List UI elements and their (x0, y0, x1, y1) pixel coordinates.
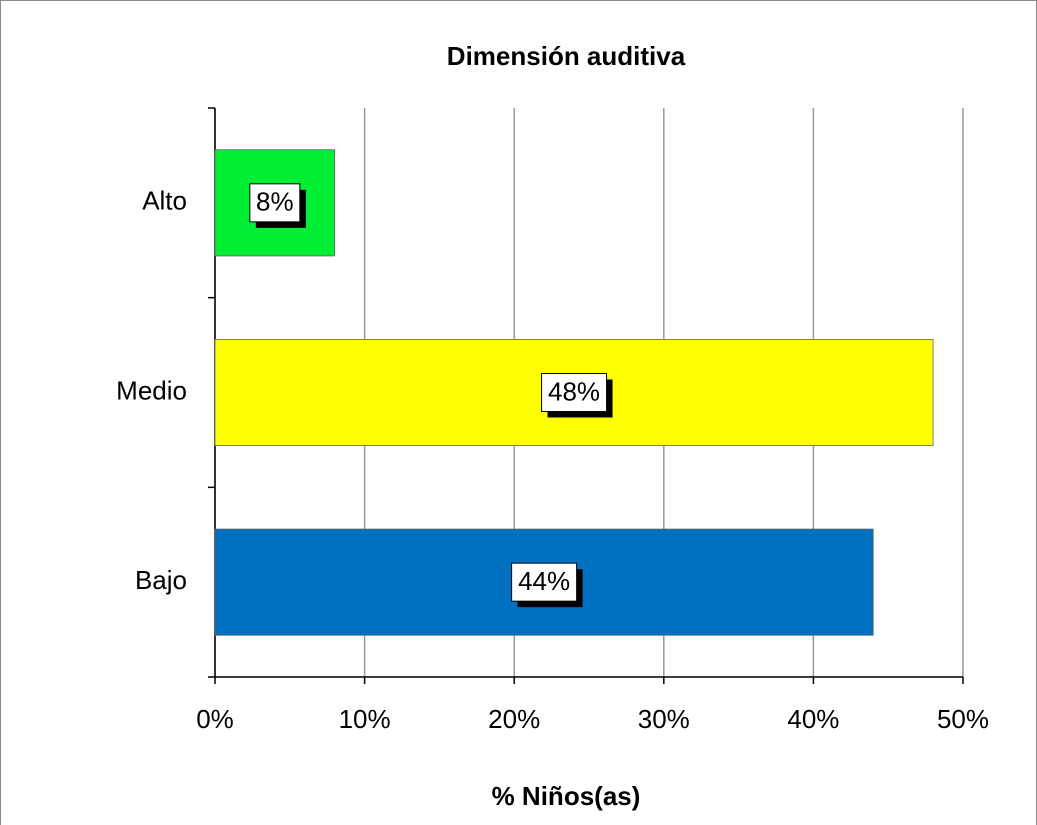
y-tick-label: Alto (142, 186, 187, 216)
value-label: 48% (548, 376, 600, 406)
x-axis-label: % Niños(as) (492, 781, 641, 811)
x-tick-label: 50% (937, 704, 989, 734)
y-tick-label: Bajo (135, 565, 187, 595)
x-tick-label: 30% (638, 704, 690, 734)
label-box (541, 373, 608, 412)
x-tick-label: 20% (488, 704, 540, 734)
x-tick-label: 10% (339, 704, 391, 734)
x-tick-label: 0% (196, 704, 234, 734)
value-label: 44% (518, 566, 570, 596)
y-tick-label: Medio (116, 375, 187, 405)
x-tick-label: 40% (787, 704, 839, 734)
label-box (511, 562, 578, 602)
value-label: 8% (256, 187, 294, 217)
chart-title: Dimensión auditiva (447, 41, 686, 71)
label-box (249, 183, 301, 223)
